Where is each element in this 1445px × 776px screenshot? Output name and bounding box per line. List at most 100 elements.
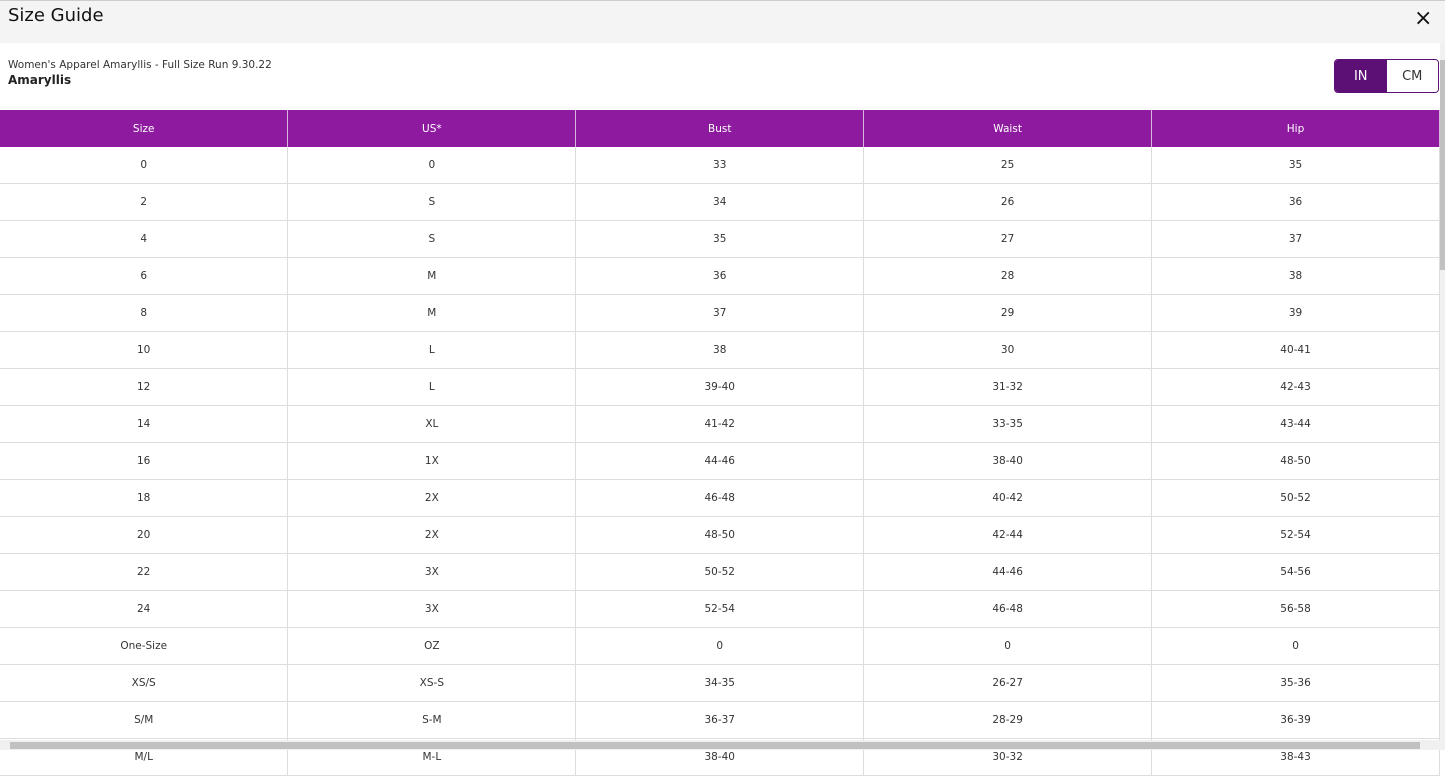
table-cell: 35	[575, 220, 865, 258]
table-cell: 0	[575, 627, 865, 665]
table-cell: One-Size	[0, 627, 289, 665]
dialog-title: Size Guide	[8, 5, 104, 26]
table-cell: 56-58	[1151, 590, 1440, 628]
table-row: 2 S 34 26 36	[0, 183, 1440, 221]
table-cell: 3X	[287, 590, 577, 628]
unit-button[interactable]: CM	[1386, 60, 1438, 92]
table-cell: 37	[575, 294, 865, 332]
table-cell: S	[287, 220, 577, 258]
table-cell: 33-35	[863, 405, 1153, 443]
table-cell: 52-54	[1151, 516, 1440, 554]
table-cell: 2X	[287, 479, 577, 517]
table-cell: 40-41	[1151, 331, 1440, 369]
table-cell: 6	[0, 257, 289, 295]
table-cell: 48-50	[1151, 442, 1440, 480]
table-row: 0 0 33 25 35	[0, 147, 1440, 184]
table-cell: 36	[1151, 183, 1440, 221]
table-cell: 44-46	[863, 553, 1153, 591]
scroll-thumb[interactable]	[1440, 60, 1445, 270]
table-cell: 30	[863, 331, 1153, 369]
table-cell: 52-54	[575, 590, 865, 628]
table-cell: 46-48	[863, 590, 1153, 628]
table-row: 14 XL 41-42 33-35 43-44	[0, 405, 1440, 443]
table-row: S/M S-M 36-37 28-29 36-39	[0, 701, 1440, 739]
table-cell: 34-35	[575, 664, 865, 702]
table-cell: 36-37	[575, 701, 865, 739]
table-cell: S	[287, 183, 577, 221]
table-cell: 3X	[287, 553, 577, 591]
table-cell: L	[287, 331, 577, 369]
table-cell: 29	[863, 294, 1153, 332]
table-row: 16 1X 44-46 38-40 48-50	[0, 442, 1440, 480]
table-cell: S-M	[287, 701, 577, 739]
table-cell: 37	[1151, 220, 1440, 258]
table-cell: 0	[0, 147, 289, 184]
table-cell: 28-29	[863, 701, 1153, 739]
table-cell: XS-S	[287, 664, 577, 702]
table-cell: L	[287, 368, 577, 406]
table-row: 18 2X 46-48 40-42 50-52	[0, 479, 1440, 517]
scrollbar[interactable]	[1440, 43, 1445, 740]
unit-button[interactable]: IN	[1335, 60, 1387, 92]
table-cell: 38	[1151, 257, 1440, 295]
table-cell: 1X	[287, 442, 577, 480]
table-cell: 28	[863, 257, 1153, 295]
column-header: Bust	[575, 110, 865, 147]
table-row: One-Size OZ 0 0 0	[0, 627, 1440, 665]
table-cell: 42-43	[1151, 368, 1440, 406]
table-row: 4 S 35 27 37	[0, 220, 1440, 258]
table-cell: 39-40	[575, 368, 865, 406]
table-cell: 31-32	[863, 368, 1153, 406]
column-header: US*	[287, 110, 577, 147]
table-cell: 36-39	[1151, 701, 1440, 739]
table-cell: 41-42	[575, 405, 865, 443]
table-cell: XL	[287, 405, 577, 443]
table-cell: XS/S	[0, 664, 289, 702]
table-row: 20 2X 48-50 42-44 52-54	[0, 516, 1440, 554]
table-row: 6 M 36 28 38	[0, 257, 1440, 295]
table-cell: 44-46	[575, 442, 865, 480]
table-row: 10 L 38 30 40-41	[0, 331, 1440, 369]
brand: Amaryllis	[8, 73, 72, 87]
column-header: Size	[0, 110, 289, 147]
table-cell: 26	[863, 183, 1153, 221]
table-row: 24 3X 52-54 46-48 56-58	[0, 590, 1440, 628]
table-row: 8 M 37 29 39	[0, 294, 1440, 332]
subtitle: Women's Apparel Amaryllis - Full Size Ru…	[8, 59, 272, 71]
table-cell: 2	[0, 183, 289, 221]
table-cell: 18	[0, 479, 289, 517]
table-cell: 8	[0, 294, 289, 332]
table-cell: M	[287, 257, 577, 295]
table-cell: 54-56	[1151, 553, 1440, 591]
scroll-thumb[interactable]	[10, 742, 1420, 749]
table-cell: 20	[0, 516, 289, 554]
size-table: Size US* Bust Waist Hip 0 0 33 25 35 2 S 34 26 36 4 S 35…	[0, 110, 1440, 776]
table-cell: 50-52	[575, 553, 865, 591]
table-row: 22 3X 50-52 44-46 54-56	[0, 553, 1440, 591]
header-row: Size US* Bust Waist Hip	[0, 110, 1440, 147]
table-cell: 12	[0, 368, 289, 406]
table-cell: 25	[863, 147, 1153, 184]
table-row: XS/S XS-S 34-35 26-27 35-36	[0, 664, 1440, 702]
table-cell: 36	[575, 257, 865, 295]
column-header: Hip	[1151, 110, 1440, 147]
table-cell: 33	[575, 147, 865, 184]
table-cell: 10	[0, 331, 289, 369]
close-button[interactable]: ×	[1414, 6, 1433, 31]
table-row: 12 L 39-40 31-32 42-43	[0, 368, 1440, 406]
table-cell: 40-42	[863, 479, 1153, 517]
table-cell: S/M	[0, 701, 289, 739]
table-cell: 26-27	[863, 664, 1153, 702]
table-cell: 35	[1151, 147, 1440, 184]
table-cell: 38-40	[863, 442, 1153, 480]
table-cell: 4	[0, 220, 289, 258]
table-cell: 0	[1151, 627, 1440, 665]
table-cell: 42-44	[863, 516, 1153, 554]
table-body: 0 0 33 25 35 2 S 34 26 36 4 S 35 27 37 6 M 36 28 38 8 M 37 29 39…	[0, 147, 1440, 776]
table-cell: 14	[0, 405, 289, 443]
title-bar: Size Guide	[0, 0, 1445, 43]
table-cell: 38	[575, 331, 865, 369]
table-cell: 48-50	[575, 516, 865, 554]
table-cell: 2X	[287, 516, 577, 554]
